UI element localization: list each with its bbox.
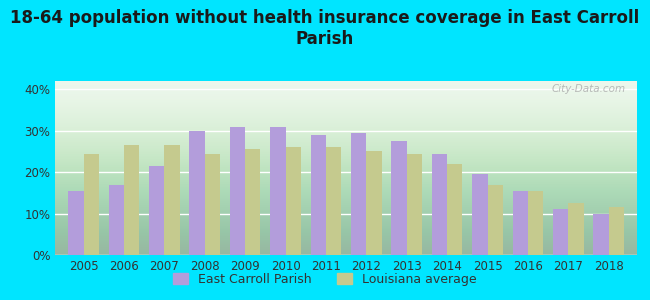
Bar — [189, 131, 205, 255]
Bar — [270, 127, 285, 255]
Text: 18-64 population without health insurance coverage in East Carroll
Parish: 18-64 population without health insuranc… — [10, 9, 640, 48]
Bar — [608, 207, 624, 255]
Bar — [84, 154, 99, 255]
Bar — [326, 147, 341, 255]
Bar — [205, 154, 220, 255]
Bar — [367, 152, 382, 255]
Bar — [245, 149, 261, 255]
Bar — [230, 127, 245, 255]
Bar — [568, 203, 584, 255]
Bar — [164, 145, 179, 255]
Bar — [124, 145, 139, 255]
Bar — [432, 154, 447, 255]
Bar — [149, 166, 164, 255]
Bar — [553, 209, 568, 255]
Bar — [285, 147, 301, 255]
Bar — [311, 135, 326, 255]
Legend: East Carroll Parish, Louisiana average: East Carroll Parish, Louisiana average — [168, 268, 482, 291]
Bar — [391, 141, 407, 255]
Text: City-Data.com: City-Data.com — [551, 85, 625, 94]
Bar — [488, 184, 503, 255]
Bar — [351, 133, 367, 255]
Bar — [472, 174, 488, 255]
Bar — [68, 191, 84, 255]
Bar — [407, 154, 422, 255]
Bar — [109, 184, 124, 255]
Bar — [593, 214, 608, 255]
Bar — [528, 191, 543, 255]
Bar — [513, 191, 528, 255]
Bar — [447, 164, 463, 255]
